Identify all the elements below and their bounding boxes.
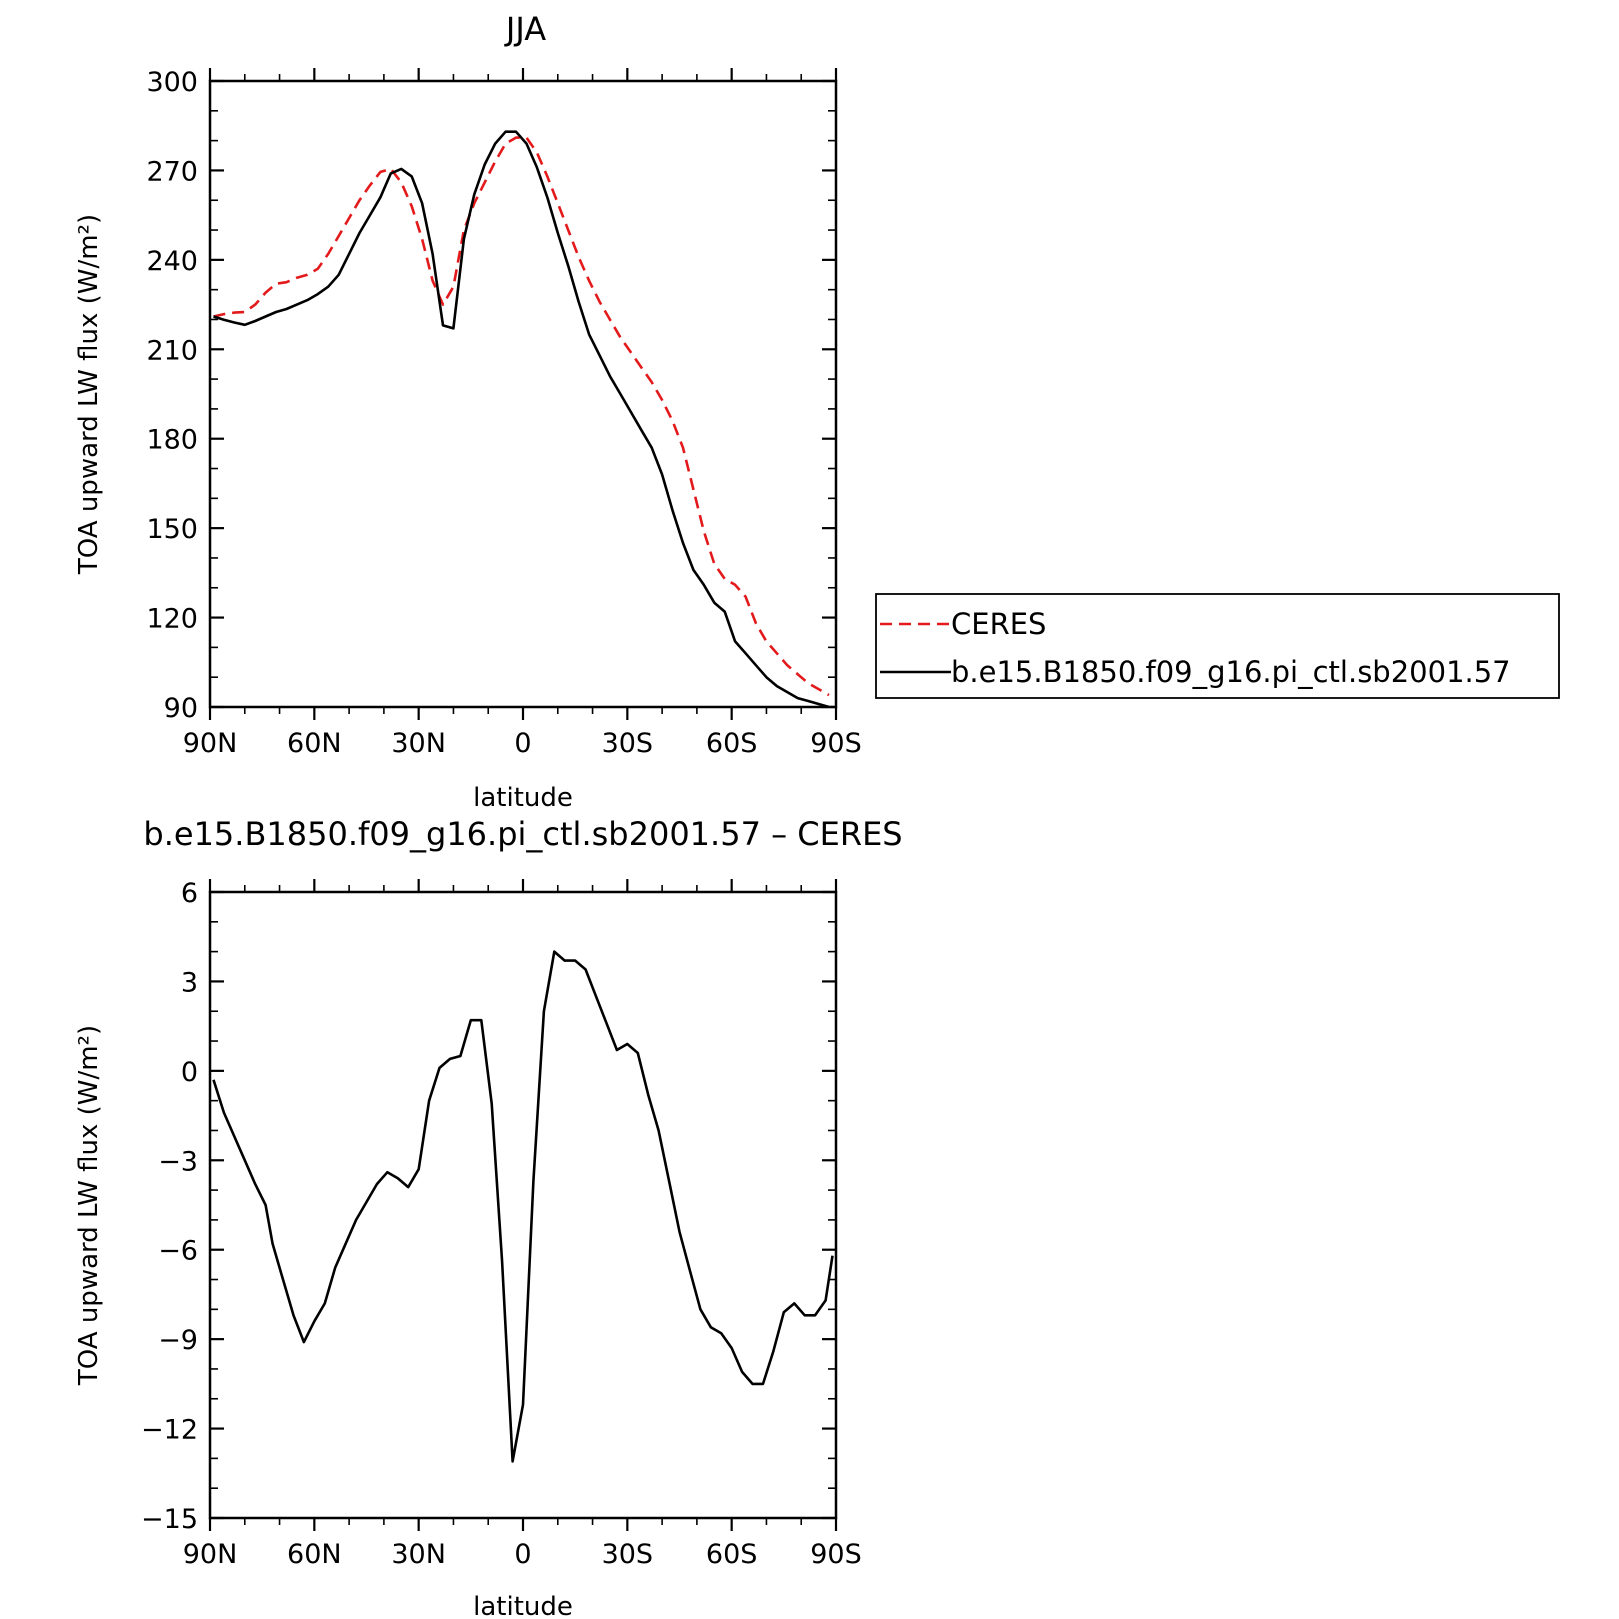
bottom-x-tick-label: 60N xyxy=(287,1539,342,1570)
legend-label-ceres: CERES xyxy=(951,607,1046,641)
bottom-series-line-model xyxy=(212,950,834,1463)
top-y-axis-label: TOA upward LW flux (W/m²) xyxy=(74,214,104,575)
top-y-tick-label: 240 xyxy=(146,246,198,277)
top-x-tick-label: 30N xyxy=(391,728,446,759)
top-series-layer xyxy=(213,130,830,707)
bottom-y-tick-label: −12 xyxy=(141,1415,198,1446)
top-y-tick-label: 120 xyxy=(146,604,198,635)
top-series-line-model xyxy=(213,130,830,707)
bottom-y-tick-label: −15 xyxy=(141,1504,198,1535)
top-x-tick-label: 90N xyxy=(183,728,238,759)
bottom-x-tick-label: 90S xyxy=(810,1539,862,1570)
top-x-tick-label: 60N xyxy=(287,728,342,759)
top-panel: JJA 300 270 240 210 180 150 120 90 90N 60N 30N 0 30S… xyxy=(74,10,1560,813)
top-y-tick-label: 150 xyxy=(146,514,198,545)
bottom-panel: b.e15.B1850.f09_g16.pi_ctl.sb2001.57 – C… xyxy=(74,815,903,1619)
top-plot-frame xyxy=(208,79,838,709)
bottom-title: b.e15.B1850.f09_g16.pi_ctl.sb2001.57 – C… xyxy=(143,815,902,853)
bottom-x-tick-label: 0 xyxy=(514,1539,531,1570)
top-x-axis-label: latitude xyxy=(473,783,573,813)
top-axes: 300 270 240 210 180 150 120 90 90N 60N 30N 0 30S 60S 9… xyxy=(146,67,861,759)
bottom-y-tick-label: 3 xyxy=(181,967,198,998)
legend: CERES b.e15.B1850.f09_g16.pi_ctl.sb2001.… xyxy=(875,593,1560,699)
bottom-x-tick-label: 30N xyxy=(391,1539,446,1570)
top-y-tick-label: 90 xyxy=(164,693,198,724)
bottom-y-tick-label: 6 xyxy=(181,878,198,909)
bottom-y-tick-label: −6 xyxy=(158,1236,198,1267)
legend-label-model: b.e15.B1850.f09_g16.pi_ctl.sb2001.57 xyxy=(951,655,1511,689)
top-x-tick-label: 90S xyxy=(810,728,862,759)
top-y-tick-label: 300 xyxy=(146,67,198,98)
legend-box xyxy=(875,593,1560,699)
bottom-x-tick-label: 60S xyxy=(706,1539,758,1570)
top-title: JJA xyxy=(504,10,546,48)
top-series-line-ceres xyxy=(213,136,830,697)
top-y-tick-label: 180 xyxy=(146,425,198,456)
bottom-x-axis-label: latitude xyxy=(473,1592,573,1619)
top-x-tick-label: 30S xyxy=(602,728,654,759)
bottom-y-axis-label: TOA upward LW flux (W/m²) xyxy=(74,1025,104,1386)
bottom-y-tick-label: 0 xyxy=(181,1057,198,1088)
bottom-x-tick-label: 30S xyxy=(602,1539,654,1570)
top-x-tick-label: 60S xyxy=(706,728,758,759)
top-y-tick-label: 210 xyxy=(146,335,198,366)
top-x-tick-label: 0 xyxy=(514,728,531,759)
bottom-x-tick-label: 90N xyxy=(183,1539,238,1570)
top-y-tick-label: 270 xyxy=(146,156,198,187)
bottom-series-layer xyxy=(212,950,834,1463)
bottom-plot-frame xyxy=(208,890,838,1520)
bottom-y-tick-label: −3 xyxy=(158,1146,198,1177)
bottom-axes: 6 3 0 −3 −6 −9 −12 −15 90N 60N 30N 0 30S 60S 90S xyxy=(141,878,862,1570)
bottom-y-tick-label: −9 xyxy=(158,1325,198,1356)
